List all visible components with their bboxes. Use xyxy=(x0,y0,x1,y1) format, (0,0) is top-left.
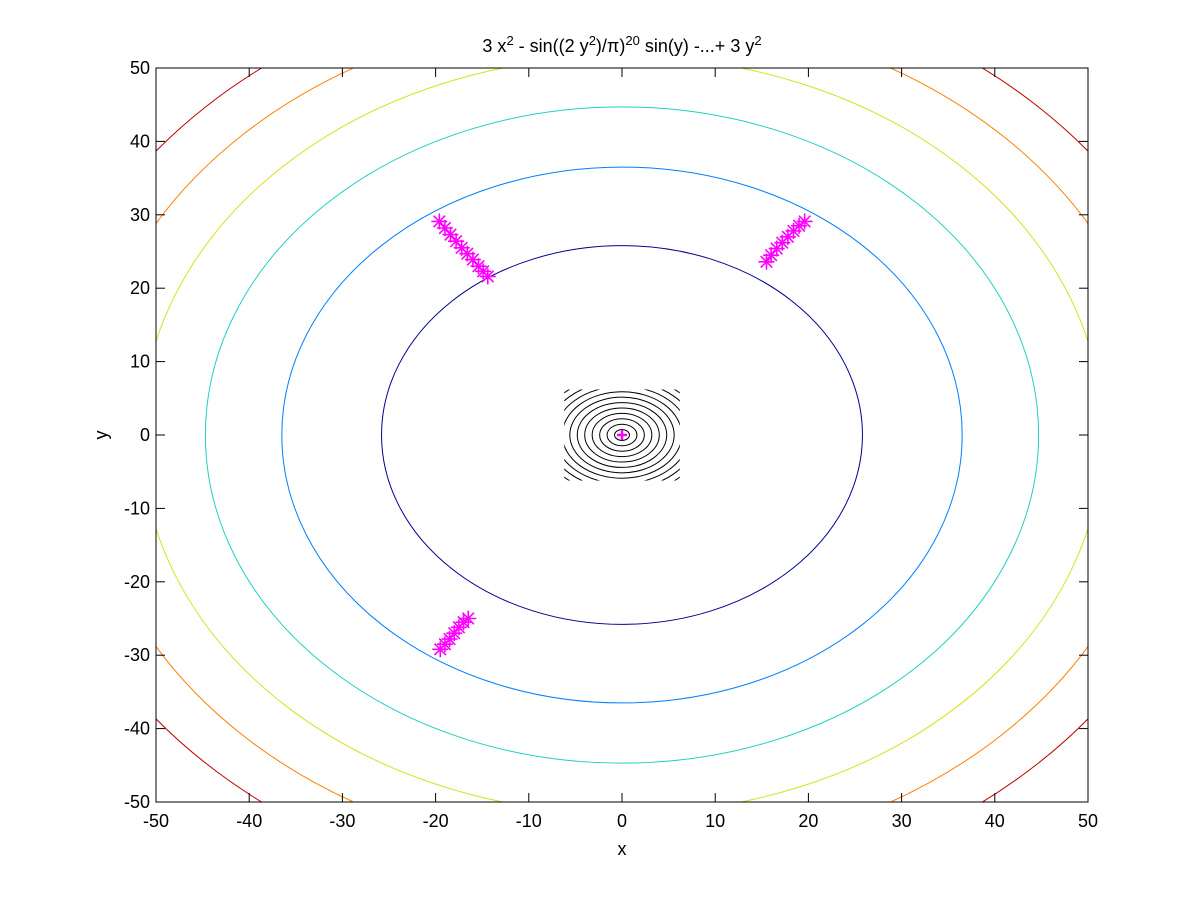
x-tick-label: -40 xyxy=(236,811,262,831)
y-tick-label: -10 xyxy=(124,498,150,518)
y-tick-label: 10 xyxy=(130,352,150,372)
inner-contour-2 xyxy=(606,423,638,447)
contour-line-2 xyxy=(281,166,963,704)
x-tick-label: -50 xyxy=(143,811,169,831)
inner-contour-7 xyxy=(569,396,675,474)
inner-contour-3 xyxy=(599,418,645,452)
y-tick-label: 30 xyxy=(130,205,150,225)
inner-contour-8 xyxy=(564,391,680,479)
x-tick-label: -10 xyxy=(516,811,542,831)
chart-title: 3 x2 - sin((2 y2)/π)20 sin(y) -...+ 3 y2 xyxy=(482,33,761,57)
asterisk-marker xyxy=(448,233,465,250)
plot-area xyxy=(156,68,1088,802)
x-tick-label: -20 xyxy=(423,811,449,831)
y-tick-label: 20 xyxy=(130,278,150,298)
x-tick-label: 0 xyxy=(617,811,627,831)
y-axis-label: y xyxy=(91,431,111,440)
x-tick-label: 20 xyxy=(798,811,818,831)
y-tick-label: -20 xyxy=(124,572,150,592)
x-tick-label: 50 xyxy=(1078,811,1098,831)
asterisk-marker xyxy=(460,610,477,627)
marker-layer xyxy=(431,213,813,658)
tick-layer: -50 -40 -30 -20 -10 0 10 20 30 40 50 -50 -40 -30 -20 -1… xyxy=(124,58,1098,831)
y-tick-label: 0 xyxy=(140,425,150,445)
inner-contour-1 xyxy=(614,429,630,441)
x-tick-label: 30 xyxy=(892,811,912,831)
x-axis-label: x xyxy=(618,839,627,859)
asterisk-marker xyxy=(479,268,496,285)
contour-line-3 xyxy=(204,106,1040,764)
center-plus-marker xyxy=(617,430,627,440)
inner-contour-6 xyxy=(576,402,668,468)
inner-contour-5 xyxy=(584,407,660,463)
inner-contour-group xyxy=(564,389,680,481)
x-tick-label: -30 xyxy=(329,811,355,831)
asterisk-marker xyxy=(758,253,775,270)
y-tick-label: -40 xyxy=(124,719,150,739)
x-tick-label: 40 xyxy=(985,811,1005,831)
y-tick-label: 50 xyxy=(130,58,150,78)
x-tick-label: 10 xyxy=(705,811,725,831)
y-tick-label: -30 xyxy=(124,645,150,665)
inner-contour-4 xyxy=(591,412,653,458)
y-tick-label: -50 xyxy=(124,792,150,812)
asterisk-marker xyxy=(442,226,459,243)
contour-line-1 xyxy=(381,245,863,625)
y-tick-label: 40 xyxy=(130,131,150,151)
